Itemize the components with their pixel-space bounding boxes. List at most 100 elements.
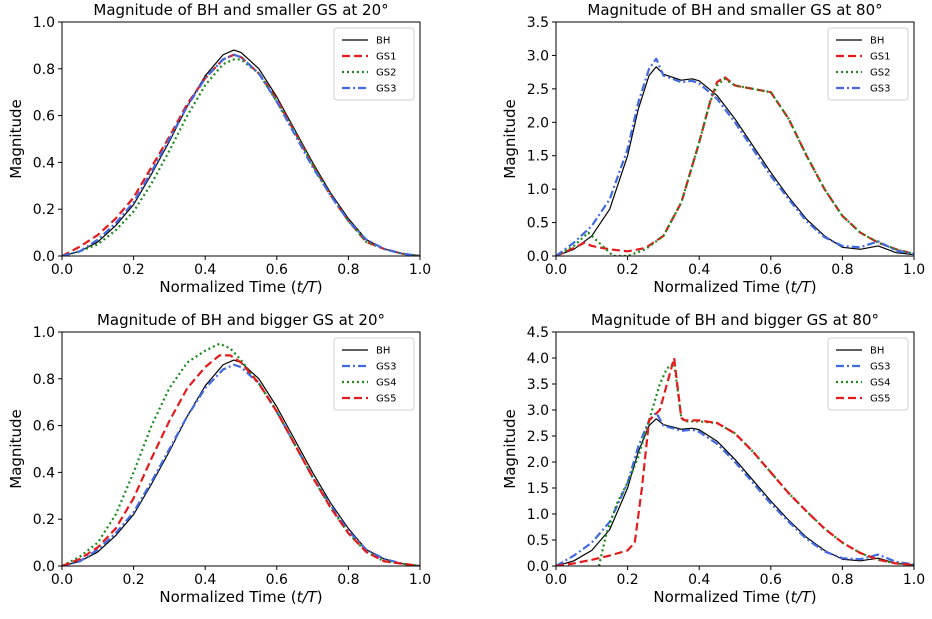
x-axis-label: Normalized Time (t/T) <box>159 588 322 606</box>
y-tick-label: 0.8 <box>33 62 55 78</box>
y-tick-label: 1.0 <box>527 182 549 198</box>
y-tick-label: 0.0 <box>33 559 55 575</box>
legend-label-bh: BH <box>376 346 390 357</box>
y-tick-label: 0.4 <box>33 465 55 481</box>
legend: BH GS1 GS2 GS3 <box>827 27 909 101</box>
plot-area <box>62 342 420 566</box>
y-tick-label: 4.5 <box>527 325 549 341</box>
y-tick-label: 3.5 <box>527 377 549 393</box>
y-tick-label: 0.6 <box>33 109 55 125</box>
x-tick-label: 0.0 <box>545 572 567 588</box>
y-tick-label: 2.0 <box>527 115 549 131</box>
legend-label-gs1: GS1 <box>376 52 396 63</box>
legend-label-gs5: GS5 <box>376 394 396 405</box>
series-line-gs1 <box>62 53 420 256</box>
legend-label-gs2: GS2 <box>870 68 890 79</box>
y-tick-label: 3.0 <box>527 403 549 419</box>
y-tick-label: 0.2 <box>33 512 55 528</box>
legend-label-gs3: GS3 <box>376 362 396 373</box>
legend-box <box>333 337 415 411</box>
y-axis-label: Magnitude <box>7 409 25 488</box>
series-line-gs1 <box>556 75 914 256</box>
x-axis-label: Normalized Time (t/T) <box>653 588 816 606</box>
legend-label-gs4: GS4 <box>376 378 396 389</box>
series-line-gs3 <box>62 363 420 566</box>
y-tick-label: 1.0 <box>33 325 55 341</box>
legend-label-gs3: GS3 <box>870 84 890 95</box>
x-axis-label: Normalized Time (t/T) <box>159 278 322 296</box>
x-tick-label: 0.8 <box>831 262 853 278</box>
y-tick-label: 2.0 <box>527 455 549 471</box>
y-tick-label: 2.5 <box>527 429 549 445</box>
chart-panel-2: Magnitude of BH and smaller GS at 80° 0.0… <box>501 1 925 296</box>
y-tick-label: 0.2 <box>33 202 55 218</box>
legend-label-bh: BH <box>870 346 884 357</box>
chart-title: Magnitude of BH and smaller GS at 80° <box>587 1 882 19</box>
legend: BH GS3 GS4 GS5 <box>333 337 415 411</box>
plot-area <box>62 49 420 256</box>
x-tick-label: 1.0 <box>903 572 925 588</box>
y-axis-label: Magnitude <box>501 409 519 488</box>
y-tick-label: 0.5 <box>527 533 549 549</box>
series-line-gs3 <box>556 57 914 256</box>
x-tick-label: 0.8 <box>831 572 853 588</box>
x-tick-label: 0.6 <box>266 572 288 588</box>
series-line-gs5 <box>62 354 420 566</box>
series-line-gs3 <box>556 411 914 566</box>
axes-frame <box>555 21 915 257</box>
chart-title: Magnitude of BH and bigger GS at 80° <box>591 311 879 329</box>
chart-panel-3: Magnitude of BH and bigger GS at 20°0.0 0… <box>7 311 431 606</box>
series-line-bh <box>556 66 914 256</box>
x-tick-label: 1.0 <box>409 572 431 588</box>
chart-panel-4: Magnitude of BH and bigger GS at 80°0.0 0… <box>501 311 925 606</box>
legend-box <box>333 27 415 101</box>
y-tick-label: 1.0 <box>33 15 55 31</box>
y-axis-label: Magnitude <box>501 99 519 178</box>
x-tick-label: 0.0 <box>51 262 73 278</box>
x-tick-label: 0.0 <box>51 572 73 588</box>
legend-label-bh: BH <box>376 36 390 47</box>
y-tick-label: 0.8 <box>33 372 55 388</box>
y-tick-label: 1.0 <box>527 507 549 523</box>
legend-box <box>827 337 909 411</box>
legend-box <box>827 27 909 101</box>
x-tick-label: 1.0 <box>903 262 925 278</box>
legend-label-gs3: GS3 <box>376 84 396 95</box>
x-tick-label: 0.4 <box>194 572 216 588</box>
x-tick-label: 0.6 <box>760 572 782 588</box>
y-tick-label: 4.0 <box>527 351 549 367</box>
x-tick-label: 0.4 <box>194 262 216 278</box>
legend-label-gs2: GS2 <box>376 68 396 79</box>
axes-frame <box>61 331 421 567</box>
axes-frame <box>555 331 915 567</box>
y-tick-label: 1.5 <box>527 481 549 497</box>
legend-label-gs5: GS5 <box>870 394 890 405</box>
y-tick-label: 0.6 <box>33 419 55 435</box>
x-axis-label: Normalized Time (t/T) <box>653 278 816 296</box>
plot-area <box>556 57 914 256</box>
x-tick-label: 0.6 <box>266 262 288 278</box>
x-tick-label: 0.8 <box>337 572 359 588</box>
y-tick-label: 1.5 <box>527 149 549 165</box>
legend-label-gs4: GS4 <box>870 378 890 389</box>
y-axis-label: Magnitude <box>7 99 25 178</box>
legend-label-gs1: GS1 <box>870 52 890 63</box>
x-tick-label: 0.6 <box>760 262 782 278</box>
y-tick-label: 0.4 <box>33 155 55 171</box>
legend-label-bh: BH <box>870 36 884 47</box>
chart-title: Magnitude of BH and bigger GS at 20° <box>97 311 385 329</box>
y-tick-label: 0.0 <box>527 249 549 265</box>
x-tick-label: 0.4 <box>688 262 710 278</box>
x-tick-label: 0.4 <box>688 572 710 588</box>
x-tick-label: 0.0 <box>545 262 567 278</box>
x-tick-label: 0.2 <box>616 572 638 588</box>
y-tick-label: 0.0 <box>527 559 549 575</box>
chart-panel-1: Magnitude of BH and smaller GS at 20° 0.0… <box>7 1 431 296</box>
series-line-bh <box>556 418 914 566</box>
series-line-gs5 <box>556 356 914 566</box>
legend-label-gs3: GS3 <box>870 362 890 373</box>
y-tick-label: 0.5 <box>527 216 549 232</box>
x-tick-label: 1.0 <box>409 262 431 278</box>
x-tick-label: 0.2 <box>616 262 638 278</box>
